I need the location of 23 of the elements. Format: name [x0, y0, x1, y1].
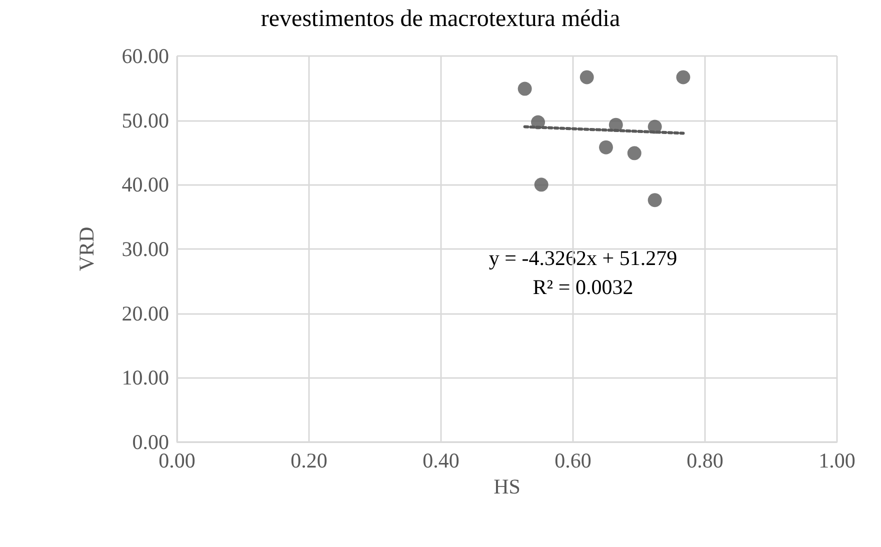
x-tick-label: 0.60	[554, 448, 592, 472]
y-tick-label: 10.00	[122, 366, 169, 390]
y-tick-label: 20.00	[122, 301, 169, 326]
y-tick-label: 30.00	[122, 237, 169, 261]
point	[627, 146, 642, 160]
y-tick-label: 60.00	[122, 44, 169, 68]
chart-title: revestimentos de macrotextura média	[260, 6, 620, 32]
point	[648, 193, 662, 208]
point	[580, 70, 594, 84]
annotation: y = -4.3262x + 51.279	[488, 246, 678, 270]
y-tick-label: 50.00	[122, 108, 169, 132]
x-tick-label: 0.20	[290, 448, 328, 472]
point	[534, 178, 548, 192]
x-tick-label: 0.40	[422, 448, 460, 472]
point	[518, 82, 532, 96]
point	[676, 70, 690, 84]
x-tick-label: 0.80	[686, 448, 724, 472]
x-tick-label: 1.00	[818, 448, 856, 472]
point	[599, 140, 613, 154]
y-axis-title: VRD	[74, 226, 98, 272]
x-axis-title: HS	[494, 474, 520, 498]
y-tick-label: 40.00	[122, 172, 169, 197]
annotation: R² = 0.0032	[532, 275, 634, 299]
